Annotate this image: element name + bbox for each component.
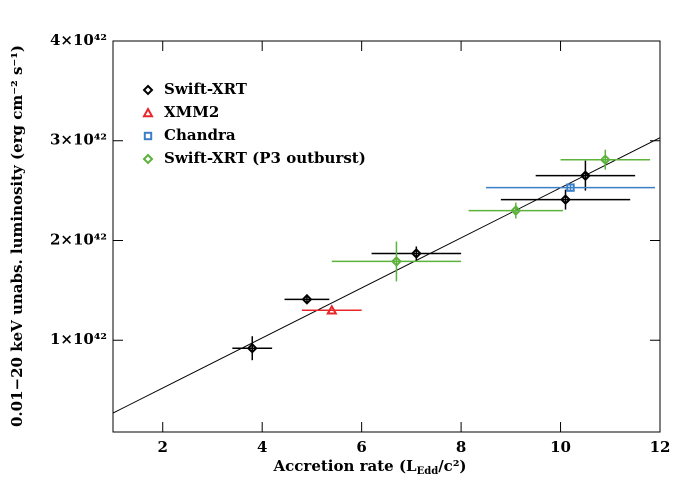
x-label-part: Accretion rate (L bbox=[273, 457, 418, 475]
marker bbox=[579, 170, 591, 182]
marker bbox=[391, 256, 402, 267]
x-tick-label: 10 bbox=[550, 438, 571, 456]
marker bbox=[560, 194, 571, 206]
legend-label: Chandra bbox=[164, 126, 236, 144]
marker bbox=[143, 131, 153, 141]
x-label-sub: Edd bbox=[417, 466, 439, 477]
fit-line bbox=[113, 137, 660, 414]
legend-label: Swift-XRT (P3 outburst) bbox=[164, 149, 366, 167]
x-axis-label: Accretion rate (LEdd/c²) bbox=[273, 457, 467, 477]
y-tick-label: 2×10⁴² bbox=[50, 230, 107, 248]
marker bbox=[566, 183, 575, 192]
marker bbox=[142, 106, 154, 118]
legend-label: XMM2 bbox=[164, 103, 219, 121]
x-tick-label: 2 bbox=[158, 438, 168, 456]
marker bbox=[599, 154, 611, 166]
marker bbox=[410, 248, 422, 259]
x-tick-label: 12 bbox=[650, 438, 671, 456]
marker bbox=[301, 293, 313, 305]
x-tick-label: 6 bbox=[356, 438, 366, 456]
legend-label: Swift-XRT bbox=[164, 80, 248, 98]
x-label-part: /c²) bbox=[438, 457, 466, 475]
marker bbox=[142, 84, 154, 96]
y-axis-label: 0.01−20 keV unabs. luminosity (erg cm⁻² … bbox=[8, 45, 26, 427]
marker bbox=[246, 342, 258, 354]
y-tick-label: 1×10⁴² bbox=[50, 330, 107, 348]
y-tick-label: 4×10⁴² bbox=[50, 31, 107, 49]
marker bbox=[142, 153, 154, 165]
x-tick-label: 8 bbox=[456, 438, 466, 456]
plot-frame bbox=[112, 40, 661, 433]
x-tick-label: 4 bbox=[257, 438, 267, 456]
y-tick-label: 3×10⁴² bbox=[50, 131, 107, 149]
marker bbox=[510, 205, 522, 216]
marker bbox=[326, 304, 338, 315]
